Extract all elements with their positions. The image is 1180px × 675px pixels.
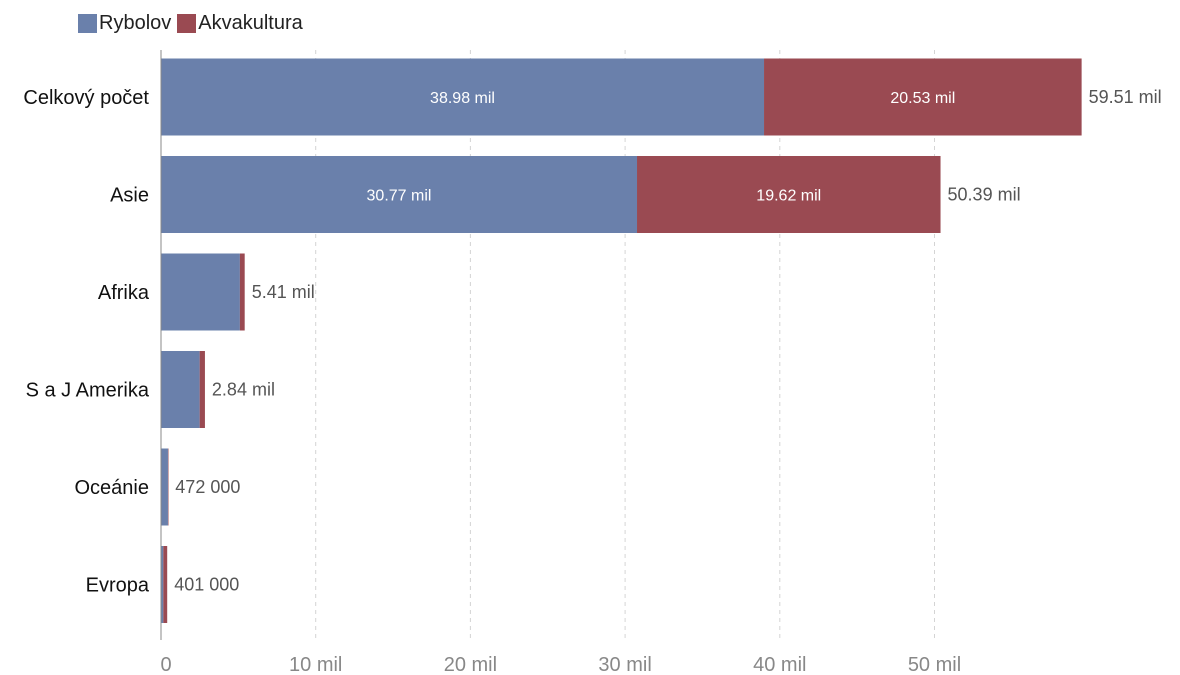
segment-label-celkovy-pocet-rybolov: 38.98 mil	[430, 90, 495, 107]
bar-asie-rybolov[interactable]	[161, 156, 638, 233]
x-tick-label-0: 0	[160, 654, 171, 675]
bar-celkovy-pocet-akvakultura[interactable]	[764, 58, 1082, 136]
x-tick-label-10: 10 mil	[289, 654, 342, 675]
bar-s-a-j-amerika-rybolov[interactable]	[161, 351, 200, 428]
total-label-asie: 50.39 mil	[948, 185, 1021, 205]
legend-swatch-rybolov	[78, 14, 97, 33]
legend-label-akvakultura: Akvakultura	[198, 12, 303, 34]
x-tick-label-50: 50 mil	[908, 654, 961, 675]
category-label-afrika: Afrika	[98, 282, 150, 304]
total-label-celkovy-pocet: 59.51 mil	[1089, 87, 1162, 107]
segment-label-celkovy-pocet-akvakultura: 20.53 mil	[890, 90, 955, 107]
legend-item-rybolov[interactable]: Rybolov	[78, 12, 171, 35]
total-label-s-a-j-amerika: 2.84 mil	[212, 380, 275, 400]
category-label-asie: Asie	[110, 185, 149, 207]
legend-item-akvakultura[interactable]: Akvakultura	[177, 12, 303, 35]
bar-celkovy-pocet-rybolov[interactable]	[161, 58, 765, 136]
chart-legend: Rybolov Akvakultura	[78, 12, 309, 35]
bar-oceanie-rybolov[interactable]	[161, 448, 168, 526]
total-label-afrika: 5.41 mil	[252, 282, 315, 302]
legend-label-rybolov: Rybolov	[99, 12, 172, 34]
x-tick-label-20: 20 mil	[444, 654, 497, 675]
x-tick-label-40: 40 mil	[753, 654, 806, 675]
bar-s-a-j-amerika-akvakultura[interactable]	[199, 351, 205, 428]
category-label-s-a-j-amerika: S a J Amerika	[26, 380, 150, 402]
bar-asie-akvakultura[interactable]	[637, 156, 941, 233]
total-label-oceanie: 472 000	[175, 477, 240, 497]
bar-afrika-rybolov[interactable]	[161, 253, 240, 331]
bar-evropa-rybolov[interactable]	[161, 546, 164, 623]
total-label-evropa: 401 000	[174, 575, 239, 595]
segment-label-asie-akvakultura: 19.62 mil	[756, 188, 821, 205]
category-label-evropa: Evropa	[86, 575, 150, 597]
bar-oceanie-akvakultura[interactable]	[167, 448, 169, 526]
x-tick-label-30: 30 mil	[598, 654, 651, 675]
category-label-oceanie: Oceánie	[75, 477, 150, 499]
category-label-celkovy-pocet: Celkový počet	[23, 87, 149, 109]
segment-label-asie-rybolov: 30.77 mil	[367, 188, 432, 205]
bar-afrika-akvakultura[interactable]	[239, 253, 245, 331]
legend-swatch-akvakultura	[177, 14, 197, 33]
bar-evropa-akvakultura[interactable]	[163, 546, 168, 623]
